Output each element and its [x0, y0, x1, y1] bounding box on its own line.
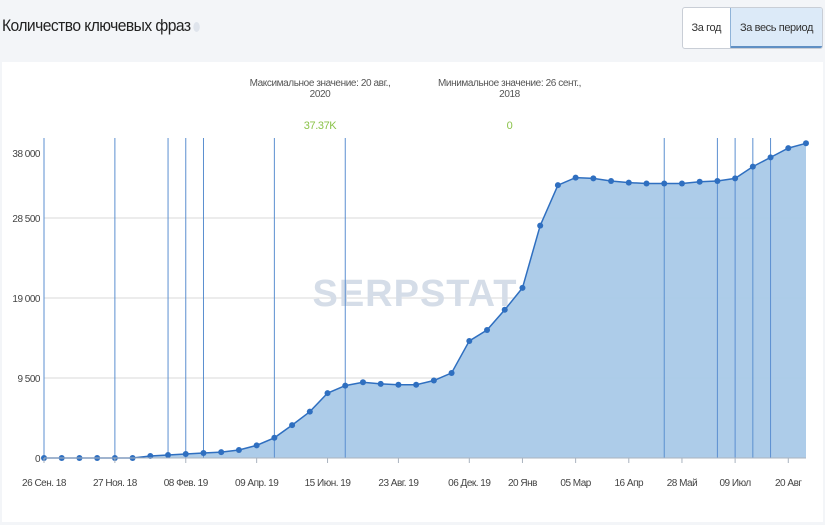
min-stat: Минимальное значение: 26 сент., 2018 0 — [432, 78, 587, 132]
data-point — [519, 284, 526, 291]
data-point — [235, 447, 242, 453]
max-stat: Максимальное значение: 20 авг., 2020 37.… — [240, 78, 400, 132]
y-tick-label: 0 — [35, 454, 41, 465]
data-point — [767, 154, 774, 161]
page-title: Количество ключевых фраз — [2, 16, 200, 36]
data-point — [643, 180, 650, 187]
x-tick-label: 28 Май — [667, 478, 698, 489]
data-point — [182, 450, 189, 457]
x-tick-label: 27 Ноя. 18 — [93, 478, 138, 489]
data-point — [749, 163, 756, 170]
min-label: Минимальное значение: 26 сент., 2018 — [438, 78, 581, 100]
data-point — [147, 452, 154, 459]
data-point — [501, 306, 508, 313]
data-point — [377, 380, 384, 387]
x-tick-label: 15 Июн. 19 — [305, 478, 352, 489]
data-point — [448, 369, 455, 376]
data-point — [554, 182, 561, 189]
data-point — [696, 178, 703, 185]
data-point — [608, 177, 615, 184]
max-value: 37.37K — [303, 120, 337, 132]
y-tick-label: 9 500 — [17, 374, 40, 385]
data-point — [324, 390, 331, 397]
x-tick-label: 09 Апр. 19 — [235, 478, 279, 489]
x-tick-label: 16 Апр — [615, 478, 644, 489]
x-tick-label: 09 Июл — [720, 478, 752, 489]
x-tick-label: 20 Янв — [508, 478, 537, 489]
data-point — [466, 337, 473, 344]
max-label: Максимальное значение: 20 авг., 2020 — [249, 78, 391, 100]
x-tick-label: 06 Дек. 19 — [448, 478, 491, 489]
y-tick-label: 28 500 — [12, 214, 41, 225]
min-value: 0 — [506, 120, 513, 132]
data-point — [572, 174, 579, 181]
x-tick-label: 05 Мар — [560, 478, 591, 489]
y-tick-label: 19 000 — [12, 294, 41, 305]
data-point — [253, 442, 260, 449]
period-toggle: За год За весь период — [681, 7, 823, 49]
data-point — [306, 408, 313, 415]
title-text: Количество ключевых фраз — [2, 16, 191, 35]
x-tick-label: 20 Авг — [775, 478, 802, 489]
data-point — [342, 382, 349, 389]
data-point — [590, 175, 597, 182]
data-point — [165, 451, 172, 458]
info-icon[interactable] — [193, 21, 200, 32]
data-point — [803, 140, 809, 147]
x-tick-label: 08 Фев. 19 — [164, 478, 209, 489]
data-point — [200, 449, 207, 456]
data-point — [484, 327, 491, 333]
data-point — [785, 145, 792, 152]
data-point — [413, 381, 420, 388]
period-year-button[interactable]: За год — [691, 22, 722, 34]
data-point — [395, 381, 402, 388]
data-point — [625, 179, 632, 186]
watermark: SERPSTAT — [312, 273, 517, 315]
data-point — [271, 434, 278, 441]
y-tick-label: 38 000 — [12, 149, 41, 160]
area-fill — [44, 143, 806, 458]
data-point — [359, 379, 366, 386]
data-point — [732, 175, 739, 182]
data-point — [678, 180, 685, 187]
data-point — [289, 422, 296, 429]
data-point — [537, 222, 544, 229]
period-all-button[interactable]: За весь период — [730, 8, 822, 48]
x-tick-label: 26 Сен. 18 — [22, 478, 67, 489]
data-point — [714, 177, 721, 184]
x-tick-label: 23 Авг. 19 — [378, 478, 419, 489]
data-point — [430, 377, 437, 384]
data-point — [218, 449, 225, 456]
data-point — [661, 180, 668, 187]
